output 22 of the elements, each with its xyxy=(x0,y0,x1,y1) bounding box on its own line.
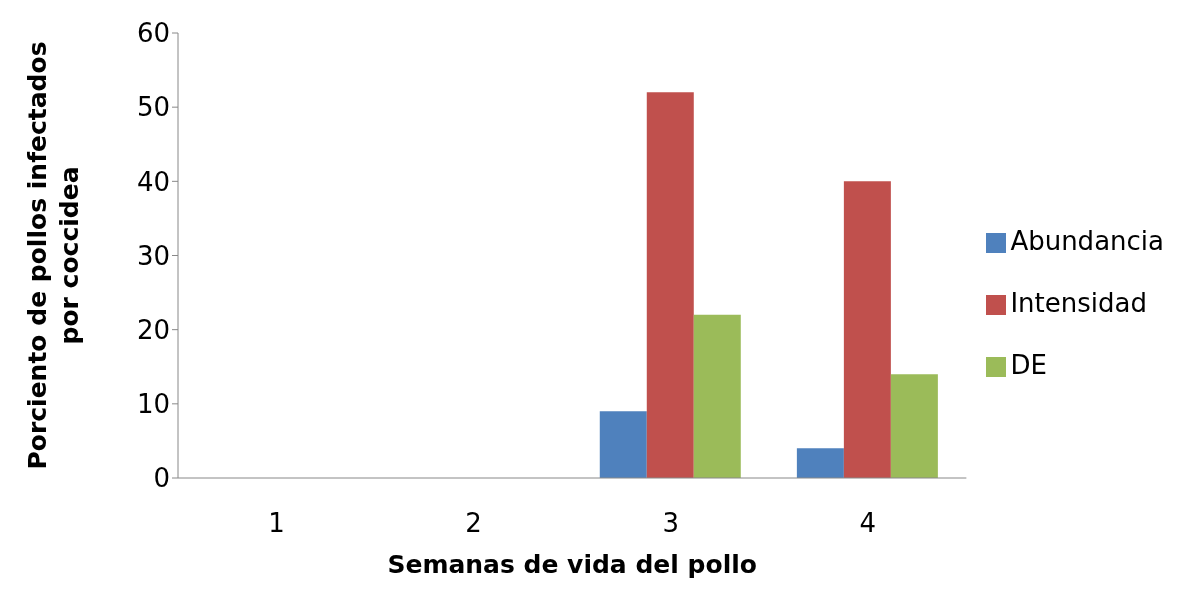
x-tick-label: 4 xyxy=(859,508,877,539)
y-axis-title: Porciento de pollos infectados por coccidea xyxy=(23,41,84,470)
y-tick-label: 30 xyxy=(136,240,170,271)
y-tick-label: 40 xyxy=(136,166,170,197)
y-tick-label: 60 xyxy=(136,18,170,49)
bar xyxy=(693,314,741,478)
legend-label: DE xyxy=(1010,350,1047,380)
x-tick-label: 3 xyxy=(662,508,680,539)
bar xyxy=(843,181,891,478)
y-tick-label: 50 xyxy=(136,92,170,123)
x-axis-title: Semanas de vida del pollo xyxy=(387,550,757,579)
y-tick-label: 20 xyxy=(136,314,170,345)
x-tick-label: 1 xyxy=(268,508,285,539)
bar xyxy=(599,411,647,478)
legend-label: Intensidad xyxy=(1010,288,1147,318)
legend-label: Abundancia xyxy=(1010,226,1164,256)
x-tick-label: 2 xyxy=(465,508,482,539)
bar xyxy=(890,374,938,478)
y-tick-label: 10 xyxy=(136,389,170,420)
y-tick-label: 0 xyxy=(153,463,170,494)
bar xyxy=(646,92,694,478)
bar xyxy=(796,448,844,478)
